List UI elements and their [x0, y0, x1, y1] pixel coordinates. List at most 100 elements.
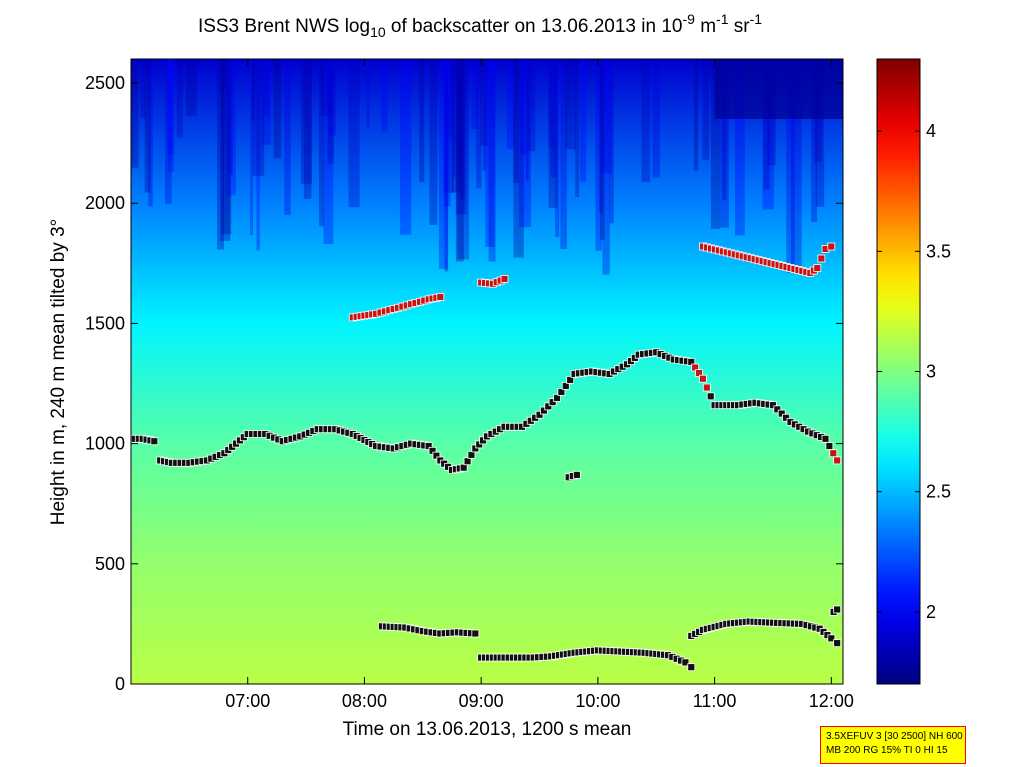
field-streak — [250, 59, 254, 236]
colorbar-tick-label: 2.5 — [926, 482, 951, 502]
info-line-1: 3.5XEFUV 3 [30 2500] NH 600 — [826, 731, 963, 742]
colorbar-tick-label: 3 — [926, 362, 936, 382]
colorbar-axis: 2 2.5 3 3.5 4 — [877, 121, 951, 622]
field-streak — [451, 59, 463, 193]
title-mid: of backscatter on 13.06.2013 in 10 — [386, 16, 683, 37]
field-streak — [641, 59, 651, 183]
field-streak — [303, 59, 312, 199]
field-streak — [601, 59, 612, 174]
series-marker — [544, 402, 553, 411]
series-marker — [827, 634, 836, 643]
series-5 — [699, 242, 836, 277]
series-1 — [131, 348, 842, 474]
field-streak — [485, 59, 495, 247]
colorbar — [876, 58, 921, 685]
backscatter-field — [131, 59, 843, 684]
chart-title: ISS3 Brent NWS log10 of backscatter on 1… — [198, 11, 762, 40]
field-streak — [786, 59, 795, 273]
x-axis: 07:00 08:00 09:00 10:00 11:00 12:00 — [225, 59, 854, 711]
y-tick-label: 2500 — [85, 73, 125, 93]
series-marker — [566, 376, 575, 384]
field-streak — [444, 59, 449, 272]
field-streak — [790, 59, 802, 267]
y-axis-label: Height in m, 240 m mean tilted by 3° — [48, 219, 69, 525]
field-streak — [256, 59, 260, 251]
series-marker — [827, 242, 836, 251]
series-marker — [471, 629, 480, 638]
field-streak — [811, 59, 818, 223]
field-streak — [693, 59, 699, 172]
field-streak — [429, 59, 438, 225]
field-streak — [176, 59, 183, 138]
series-marker — [833, 639, 842, 648]
series-marker — [833, 456, 842, 465]
field-streak — [319, 59, 325, 227]
series-7 — [477, 646, 696, 672]
series-4 — [564, 470, 581, 482]
field-streak — [251, 59, 255, 122]
field-streak — [599, 59, 603, 214]
series-marker — [150, 437, 159, 446]
field-streak — [575, 59, 580, 197]
field-streak — [710, 59, 720, 229]
field-streak — [167, 59, 174, 155]
series-marker — [833, 605, 842, 614]
field-streak — [762, 59, 774, 210]
field-streak — [300, 59, 312, 184]
field-streak — [513, 59, 524, 258]
field-streak — [144, 59, 151, 193]
plot-frame — [130, 58, 844, 685]
title-sup3: -1 — [750, 11, 763, 27]
field-streak — [600, 59, 605, 241]
series-marker — [706, 392, 715, 401]
field-streak — [722, 59, 727, 201]
field-streak — [519, 59, 532, 227]
field-streak — [763, 59, 770, 190]
field-streaks — [131, 59, 843, 275]
x-axis-label: Time on 13.06.2013, 1200 s mean — [343, 719, 632, 740]
y-tick-label: 0 — [115, 674, 125, 694]
field-streak — [460, 59, 465, 200]
field-streak — [471, 59, 479, 129]
field-streak — [652, 59, 660, 178]
series-marker — [548, 398, 557, 407]
series-8 — [687, 617, 842, 648]
series-layer — [131, 242, 842, 672]
title-prefix: ISS3 Brent NWS log — [198, 16, 370, 37]
field-streak — [185, 59, 197, 117]
field-streak — [476, 59, 482, 189]
field-streak — [438, 59, 448, 270]
y-tick-label: 1500 — [85, 313, 125, 333]
series-marker — [459, 463, 468, 472]
y-tick-label: 1000 — [85, 434, 125, 454]
field-streak — [220, 59, 231, 241]
field-streak — [452, 59, 463, 177]
field-streak — [455, 59, 464, 262]
series-marker — [557, 388, 566, 396]
series-3 — [477, 275, 509, 288]
field-streak — [719, 59, 729, 228]
field-streak — [443, 59, 454, 193]
field-streak — [735, 59, 745, 236]
field-streak — [148, 59, 153, 207]
series-2 — [348, 293, 445, 322]
series-marker — [467, 450, 476, 459]
field-streak — [560, 59, 567, 250]
title-sup2: -1 — [716, 11, 729, 27]
series-marker — [681, 658, 690, 667]
series-marker — [829, 449, 838, 458]
field-streak — [320, 59, 333, 117]
plot-area — [131, 59, 843, 684]
field-streak — [226, 59, 236, 196]
series-marker — [821, 434, 830, 443]
title-unit-m: m — [695, 16, 716, 37]
field-streak — [263, 59, 270, 115]
field-streak — [480, 59, 489, 146]
x-tick-label: 08:00 — [342, 691, 387, 711]
field-streak — [140, 59, 146, 119]
x-tick-label: 10:00 — [575, 691, 620, 711]
series-marker — [769, 401, 777, 410]
field-streak — [457, 59, 470, 260]
field-streak — [609, 59, 614, 224]
